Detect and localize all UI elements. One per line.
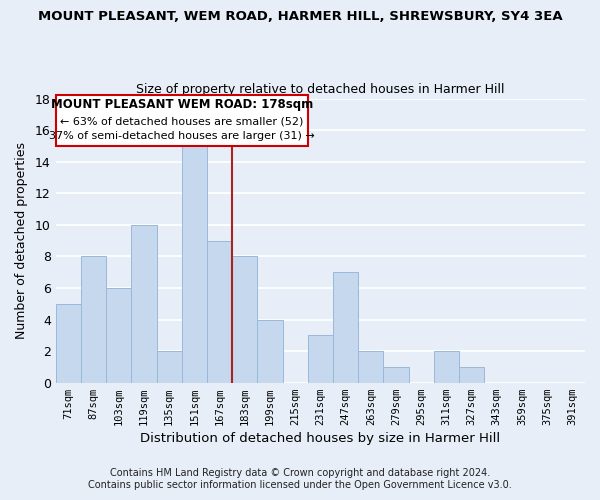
Bar xyxy=(182,146,207,382)
Bar xyxy=(56,304,81,382)
Text: 37% of semi-detached houses are larger (31) →: 37% of semi-detached houses are larger (… xyxy=(49,132,314,141)
Text: Contains public sector information licensed under the Open Government Licence v3: Contains public sector information licen… xyxy=(88,480,512,490)
Bar xyxy=(131,225,157,382)
Bar xyxy=(308,336,333,382)
Bar xyxy=(106,288,131,382)
Text: MOUNT PLEASANT WEM ROAD: 178sqm: MOUNT PLEASANT WEM ROAD: 178sqm xyxy=(50,98,313,111)
Bar xyxy=(333,272,358,382)
Bar xyxy=(207,240,232,382)
Text: Contains HM Land Registry data © Crown copyright and database right 2024.: Contains HM Land Registry data © Crown c… xyxy=(110,468,490,477)
Text: MOUNT PLEASANT, WEM ROAD, HARMER HILL, SHREWSBURY, SY4 3EA: MOUNT PLEASANT, WEM ROAD, HARMER HILL, S… xyxy=(38,10,562,23)
Bar xyxy=(358,351,383,382)
Text: ← 63% of detached houses are smaller (52): ← 63% of detached houses are smaller (52… xyxy=(60,116,304,126)
Bar xyxy=(81,256,106,382)
Bar xyxy=(232,256,257,382)
Bar xyxy=(434,351,459,382)
Bar xyxy=(459,367,484,382)
Y-axis label: Number of detached properties: Number of detached properties xyxy=(15,142,28,339)
Title: Size of property relative to detached houses in Harmer Hill: Size of property relative to detached ho… xyxy=(136,83,505,96)
X-axis label: Distribution of detached houses by size in Harmer Hill: Distribution of detached houses by size … xyxy=(140,432,500,445)
Bar xyxy=(257,320,283,382)
Bar xyxy=(157,351,182,382)
Bar xyxy=(383,367,409,382)
